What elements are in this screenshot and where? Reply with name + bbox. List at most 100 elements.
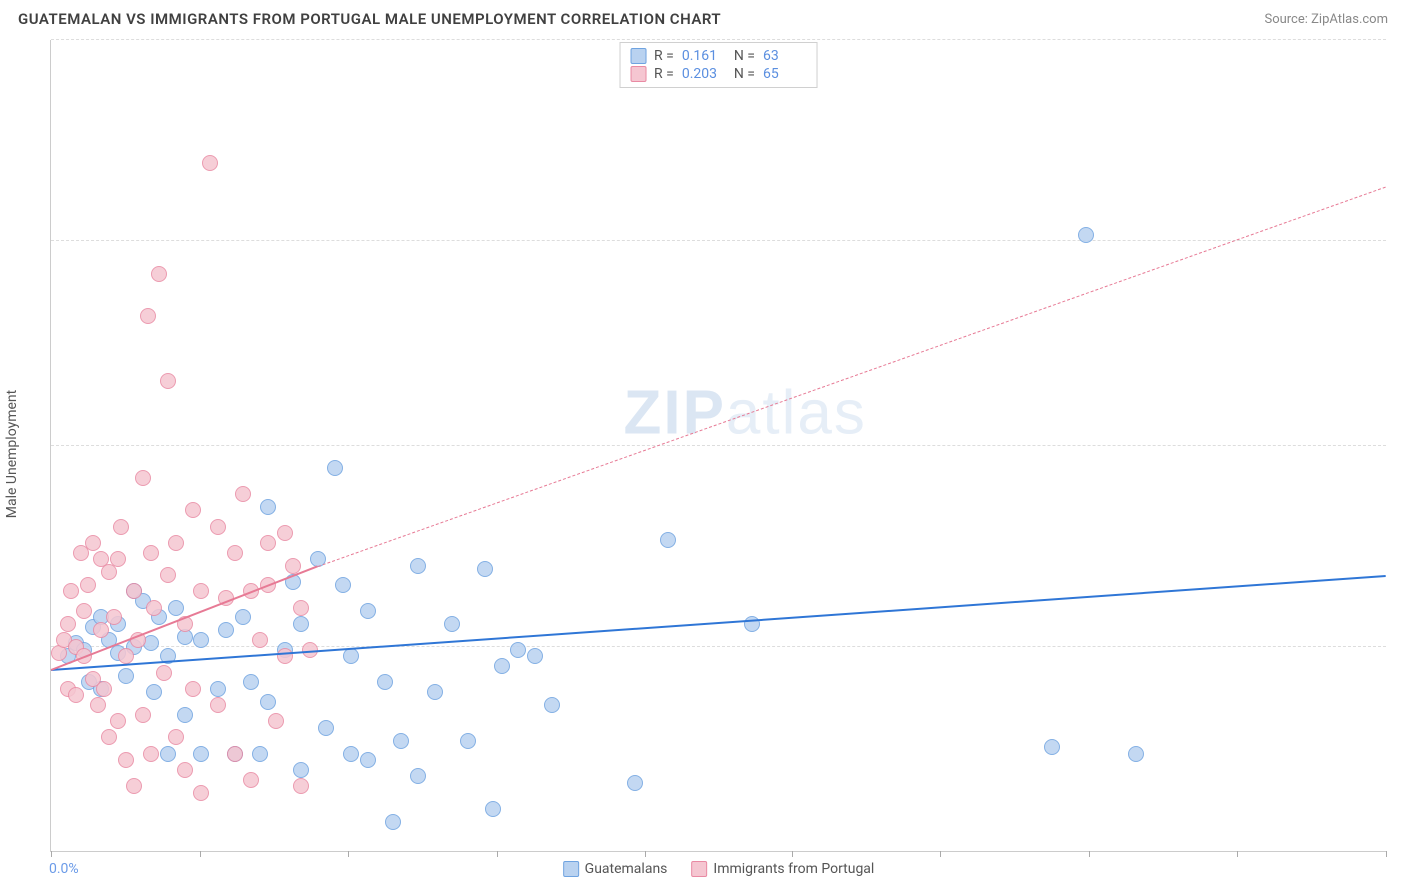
data-point	[143, 545, 159, 561]
n-label: N =	[734, 48, 755, 64]
data-point	[210, 681, 226, 697]
data-point	[252, 746, 268, 762]
data-point	[360, 752, 376, 768]
legend-item-portugal: Immigrants from Portugal	[691, 861, 874, 877]
data-point	[160, 567, 176, 583]
data-point	[293, 778, 309, 794]
x-axis-max-label: 80.0%	[1391, 861, 1406, 877]
data-point	[185, 681, 201, 697]
x-tick	[200, 851, 201, 857]
x-tick	[792, 851, 793, 857]
data-point	[193, 583, 209, 599]
legend-row-guatemalans: R = 0.161 N = 63	[630, 47, 807, 65]
data-point	[193, 632, 209, 648]
x-tick	[348, 851, 349, 857]
data-point	[235, 609, 251, 625]
data-point	[235, 486, 251, 502]
data-point	[93, 622, 109, 638]
swatch-portugal-icon	[691, 861, 707, 877]
r-label: R =	[654, 48, 674, 64]
swatch-guatemalans-icon	[563, 861, 579, 877]
x-tick	[1089, 851, 1090, 857]
data-point	[168, 729, 184, 745]
gridline	[51, 646, 1386, 647]
data-point	[318, 720, 334, 736]
swatch-guatemalans-icon	[630, 48, 646, 64]
data-point	[126, 778, 142, 794]
data-point	[193, 746, 209, 762]
r-label: R =	[654, 66, 674, 82]
y-axis-label: Male Unemployment	[4, 390, 20, 518]
data-point	[101, 729, 117, 745]
data-point	[60, 616, 76, 632]
n-value-guatemalans: 63	[763, 48, 807, 64]
data-point	[68, 687, 84, 703]
data-point	[293, 616, 309, 632]
data-point	[410, 768, 426, 784]
data-point	[485, 801, 501, 817]
y-tick-label: 12.5%	[1391, 438, 1406, 454]
data-point	[110, 713, 126, 729]
data-point	[210, 697, 226, 713]
y-tick-label: 18.8%	[1391, 233, 1406, 249]
data-point	[106, 609, 122, 625]
data-point	[143, 746, 159, 762]
n-value-portugal: 65	[763, 66, 807, 82]
data-point	[146, 600, 162, 616]
data-point	[227, 545, 243, 561]
data-point	[427, 684, 443, 700]
data-point	[218, 622, 234, 638]
data-point	[260, 694, 276, 710]
data-point	[118, 668, 134, 684]
y-tick-label: 6.3%	[1391, 639, 1406, 655]
data-point	[202, 155, 218, 171]
data-point	[126, 583, 142, 599]
n-label: N =	[734, 66, 755, 82]
data-point	[444, 616, 460, 632]
data-point	[185, 502, 201, 518]
data-point	[393, 733, 409, 749]
plot-region: ZIPatlas R = 0.161 N = 63 R = 0.203 N = …	[50, 40, 1386, 852]
header: GUATEMALAN VS IMMIGRANTS FROM PORTUGAL M…	[0, 0, 1406, 34]
legend-label-guatemalans: Guatemalans	[585, 861, 668, 877]
data-point	[410, 558, 426, 574]
data-point	[660, 532, 676, 548]
data-point	[243, 674, 259, 690]
data-point	[293, 762, 309, 778]
data-point	[140, 308, 156, 324]
data-point	[90, 697, 106, 713]
data-point	[146, 684, 162, 700]
chart-area: ZIPatlas R = 0.161 N = 63 R = 0.203 N = …	[50, 40, 1386, 852]
data-point	[110, 551, 126, 567]
x-axis-min-label: 0.0%	[49, 861, 79, 877]
data-point	[293, 600, 309, 616]
data-point	[168, 600, 184, 616]
legend-item-guatemalans: Guatemalans	[563, 861, 668, 877]
data-point	[377, 674, 393, 690]
chart-container: GUATEMALAN VS IMMIGRANTS FROM PORTUGAL M…	[0, 0, 1406, 892]
data-point	[285, 558, 301, 574]
data-point	[1044, 739, 1060, 755]
x-tick	[940, 851, 941, 857]
data-point	[327, 460, 343, 476]
correlation-legend: R = 0.161 N = 63 R = 0.203 N = 65	[619, 42, 818, 88]
data-point	[277, 525, 293, 541]
data-point	[156, 665, 172, 681]
data-point	[96, 681, 112, 697]
data-point	[76, 603, 92, 619]
data-point	[113, 519, 129, 535]
data-point	[252, 632, 268, 648]
r-value-portugal: 0.203	[682, 66, 726, 82]
data-point	[260, 535, 276, 551]
x-tick	[497, 851, 498, 857]
data-point	[1078, 227, 1094, 243]
watermark-bold: ZIP	[623, 379, 725, 448]
x-tick	[645, 851, 646, 857]
gridline	[51, 240, 1386, 241]
data-point	[460, 733, 476, 749]
y-tick-label: 25.0%	[1391, 32, 1406, 48]
series-legend: Guatemalans Immigrants from Portugal	[563, 861, 875, 877]
data-point	[177, 707, 193, 723]
data-point	[360, 603, 376, 619]
data-point	[627, 775, 643, 791]
